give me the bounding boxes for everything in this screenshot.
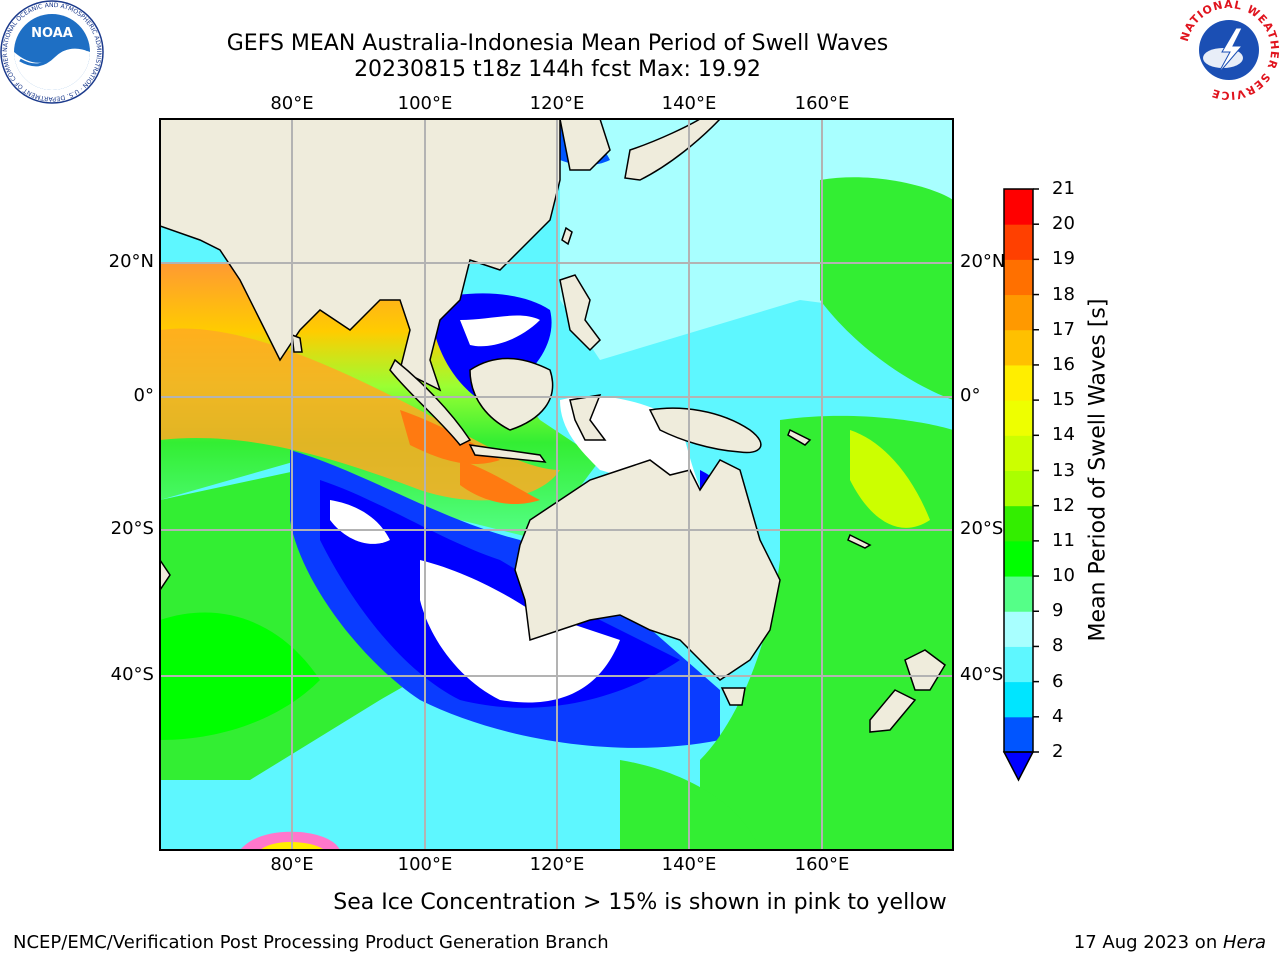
svg-text:NOAA: NOAA — [31, 26, 73, 41]
colorbar-segment — [1004, 716, 1033, 753]
colorbar-segment — [1004, 400, 1033, 436]
nws-logo: NATIONAL WEATHER SERVICE — [1178, 0, 1280, 100]
lat-label-left: 0° — [133, 385, 154, 406]
lat-label-right: 20°N — [960, 251, 1006, 272]
colorbar-tick-label: 12 — [1052, 494, 1075, 516]
lon-label-bottom: 80°E — [270, 854, 314, 875]
footer-date: 17 Aug 2023 on Hera — [1074, 932, 1266, 953]
colorbar-segment — [1004, 435, 1033, 471]
colorbar-tick-label: 15 — [1052, 389, 1075, 411]
colorbar-tick-label: 6 — [1052, 670, 1064, 692]
colorbar-segment — [1004, 646, 1033, 683]
lon-label-top: 100°E — [397, 93, 453, 114]
lon-label-top: 140°E — [661, 93, 717, 114]
colorbar-tick-label: 20 — [1052, 213, 1075, 235]
lon-label-bottom: 160°E — [794, 854, 850, 875]
lon-label-bottom: 120°E — [529, 854, 585, 875]
lon-label-top: 80°E — [270, 93, 314, 114]
colorbar-tick-label: 2 — [1052, 741, 1064, 762]
map-title: GEFS MEAN Australia-Indonesia Mean Perio… — [226, 31, 889, 56]
graticule — [160, 119, 953, 850]
map-frame — [159, 118, 954, 851]
colorbar-tick-label: 4 — [1052, 705, 1064, 727]
colorbar-segment — [1004, 329, 1033, 366]
lat-label-right: 40°S — [960, 664, 1004, 685]
colorbar-tick-label: 14 — [1052, 424, 1075, 446]
colorbar-segment — [1004, 470, 1033, 507]
lat-label-left: 20°N — [108, 251, 154, 272]
colorbar-segment — [1004, 681, 1033, 718]
colorbar-tick-label: 8 — [1052, 635, 1064, 657]
colorbar-tick-label: 21 — [1052, 178, 1075, 199]
lat-label-right: 20°S — [960, 518, 1004, 539]
colorbar-segment — [1004, 540, 1033, 577]
footer-branch: NCEP/EMC/Verification Post Processing Pr… — [13, 932, 609, 953]
noaa-logo: NATIONAL OCEANIC AND ATMOSPHERIC ADMINIS… — [0, 0, 104, 104]
lon-label-top: 160°E — [794, 93, 850, 114]
lat-label-left: 20°S — [110, 518, 154, 539]
lon-label-bottom: 100°E — [397, 854, 453, 875]
colorbar-segment — [1004, 294, 1033, 331]
colorbar-segment — [1004, 576, 1033, 612]
footer-date-text: 17 Aug 2023 on — [1073, 932, 1223, 953]
landmasses — [160, 119, 946, 733]
lon-label-bottom: 140°E — [661, 854, 717, 875]
colorbar-tick-label: 9 — [1052, 600, 1064, 622]
colorbar-segment — [1004, 611, 1033, 647]
colorbar-extend-arrow — [1002, 751, 1035, 782]
footer-machine: Hera — [1222, 932, 1266, 953]
colorbar-tick-label: 10 — [1052, 565, 1075, 587]
colorbar-title: Mean Period of Swell Waves [s] — [1085, 298, 1111, 642]
sea-ice-caption: Sea Ice Concentration > 15% is shown in … — [333, 890, 947, 915]
colorbar-segment — [1004, 505, 1033, 542]
colorbar-tick-label: 16 — [1052, 353, 1075, 375]
colorbar-tick-label: 11 — [1052, 529, 1075, 551]
colorbar-segment — [1004, 224, 1033, 260]
colorbar — [1002, 188, 1039, 782]
colorbar-segment — [1004, 189, 1033, 225]
map-subtitle: 20230815 t18z 144h fcst Max: 19.92 — [354, 57, 761, 82]
colorbar-tick-label: 18 — [1052, 283, 1075, 305]
lat-label-left: 40°S — [110, 664, 154, 685]
colorbar-tick-label: 13 — [1052, 459, 1075, 481]
lat-label-right: 0° — [960, 385, 981, 406]
lon-label-top: 120°E — [529, 93, 585, 114]
colorbar-tick-label: 19 — [1052, 248, 1075, 270]
colorbar-segment — [1004, 259, 1033, 296]
colorbar-tick-label: 17 — [1052, 318, 1075, 340]
colorbar-segment — [1004, 364, 1033, 401]
